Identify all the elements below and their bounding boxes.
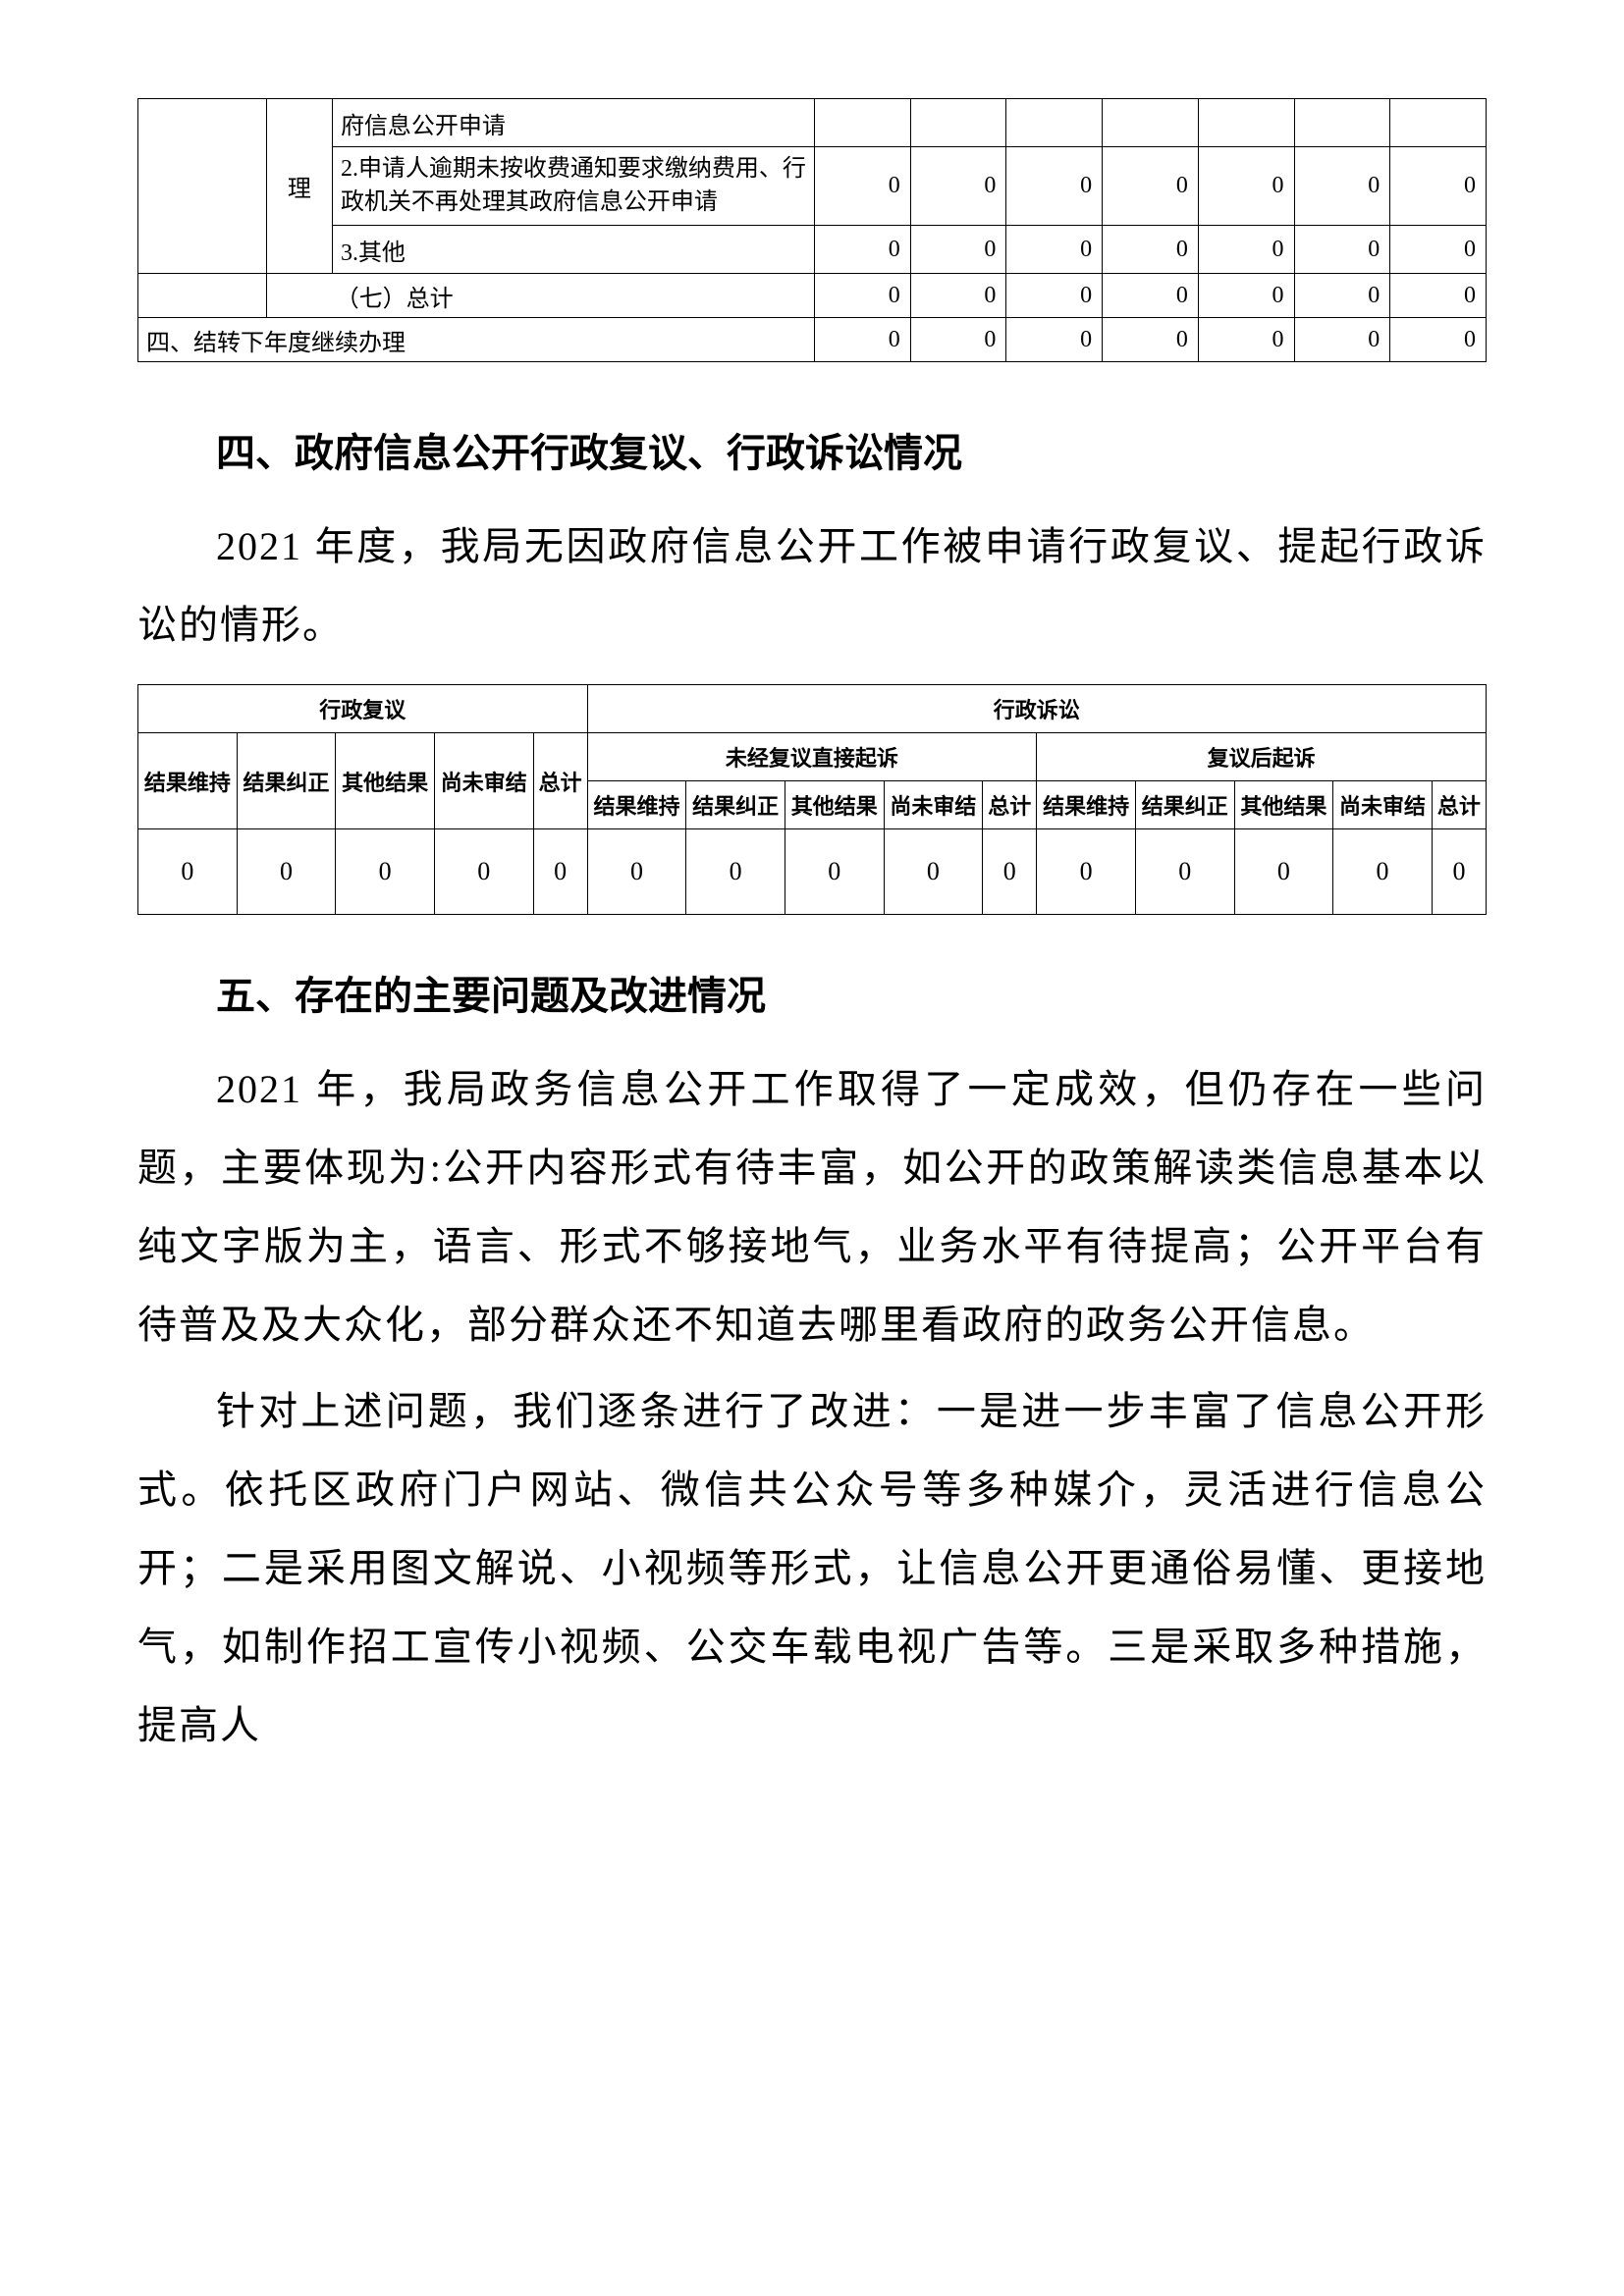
th-col: 总计 [533,733,587,829]
cell-value [815,99,911,147]
cell-value: 0 [138,829,238,915]
th-col: 其他结果 [785,781,884,829]
th-col: 结果纠正 [237,733,336,829]
section-5-heading: 五、存在的主要问题及改进情况 [137,964,1487,1021]
section-4-heading: 四、政府信息公开行政复议、行政诉讼情况 [137,421,1487,478]
cell-value [1294,99,1390,147]
cell-value: 0 [336,829,435,915]
cell-label: 2.申请人逾期未按收费通知要求缴纳费用、行政机关不再处理其政府信息公开申请 [332,147,814,226]
table-row: 行政复议 行政诉讼 [138,685,1487,733]
cell-label: 四、结转下年度继续办理 [138,318,815,362]
cell-blank [138,99,267,274]
table-info-disclosure: 理 府信息公开申请 2.申请人逾期未按收费通知要求缴纳费用、行政机关不再处理其政… [137,98,1487,362]
cell-value: 0 [1294,147,1390,226]
table-row: 理 府信息公开申请 [138,99,1487,147]
cell-label: （七）总计 [266,274,814,318]
cell-value: 0 [1198,318,1294,362]
cell-value [1103,99,1199,147]
cell-value [1198,99,1294,147]
th-col: 其他结果 [336,733,435,829]
cell-value: 0 [815,274,911,318]
th-col: 总计 [983,781,1037,829]
th-weijing: 未经复议直接起诉 [587,733,1037,781]
cell-value: 0 [1234,829,1333,915]
th-col: 结果纠正 [1135,781,1234,829]
cell-value: 0 [1103,226,1199,274]
table-row: 结果维持 结果纠正 其他结果 尚未审结 总计 未经复议直接起诉 复议后起诉 [138,733,1487,781]
table-row: （七）总计 0 0 0 0 0 0 0 [138,274,1487,318]
cell-value: 0 [1006,318,1103,362]
th-fuyi: 行政复议 [138,685,588,733]
cell-label: 府信息公开申请 [332,99,814,147]
cell-label: 3.其他 [332,226,814,274]
table-row: 3.其他 0 0 0 0 0 0 0 [138,226,1487,274]
cell-value: 0 [587,829,686,915]
cell-value: 0 [1390,318,1487,362]
cell-value: 0 [1432,829,1486,915]
cell-value: 0 [1103,147,1199,226]
section-5-paragraph-2: 针对上述问题，我们逐条进行了改进：一是进一步丰富了信息公开形式。依托区政府门户网… [137,1372,1487,1765]
cell-value: 0 [1294,274,1390,318]
th-col: 结果维持 [1037,781,1136,829]
cell-value: 0 [983,829,1037,915]
th-col: 结果维持 [587,781,686,829]
cell-value: 0 [1006,226,1103,274]
th-col: 结果纠正 [686,781,785,829]
cell-value: 0 [434,829,533,915]
cell-value: 0 [884,829,983,915]
cell-value: 0 [1103,318,1199,362]
cell-value: 0 [237,829,336,915]
th-col: 尚未审结 [884,781,983,829]
th-susong: 行政诉讼 [587,685,1486,733]
cell-value: 0 [1006,274,1103,318]
th-col: 总计 [1432,781,1486,829]
section-5-paragraph-1: 2021 年，我局政务信息公开工作取得了一定成效，但仍存在一些问题，主要体现为:… [137,1050,1487,1364]
cell-value [1390,99,1487,147]
cell-value: 0 [1135,829,1234,915]
cell-value [1006,99,1103,147]
th-col: 尚未审结 [1333,781,1433,829]
document-page: 理 府信息公开申请 2.申请人逾期未按收费通知要求缴纳费用、行政机关不再处理其政… [0,0,1624,2296]
cell-value: 0 [1037,829,1136,915]
cell-value: 0 [910,318,1006,362]
table-litigation: 行政复议 行政诉讼 结果维持 结果纠正 其他结果 尚未审结 总计 未经复议直接起… [137,684,1487,915]
cell-value: 0 [1333,829,1433,915]
cell-value: 0 [1198,274,1294,318]
cell-value: 0 [686,829,785,915]
cell-value: 0 [1390,274,1487,318]
table-row: 0 0 0 0 0 0 0 0 0 0 0 0 0 0 0 [138,829,1487,915]
cell-li: 理 [266,99,332,274]
cell-value: 0 [1294,226,1390,274]
table-row: 2.申请人逾期未按收费通知要求缴纳费用、行政机关不再处理其政府信息公开申请 0 … [138,147,1487,226]
cell-value [910,99,1006,147]
th-fuyihou: 复议后起诉 [1037,733,1487,781]
th-col: 其他结果 [1234,781,1333,829]
cell-value: 0 [533,829,587,915]
cell-value: 0 [1390,147,1487,226]
cell-value: 0 [815,147,911,226]
cell-value: 0 [1006,147,1103,226]
cell-value: 0 [815,226,911,274]
cell-value: 0 [910,147,1006,226]
section-4-paragraph: 2021 年度，我局无因政府信息公开工作被申请行政复议、提起行政诉讼的情形。 [137,507,1487,665]
cell-value: 0 [910,226,1006,274]
cell-value: 0 [1198,147,1294,226]
cell-value: 0 [815,318,911,362]
table-row: 四、结转下年度继续办理 0 0 0 0 0 0 0 [138,318,1487,362]
cell-blank [138,274,267,318]
th-col: 结果维持 [138,733,238,829]
cell-value: 0 [1390,226,1487,274]
cell-value: 0 [1103,274,1199,318]
cell-value: 0 [1198,226,1294,274]
cell-value: 0 [1294,318,1390,362]
cell-value: 0 [785,829,884,915]
cell-value: 0 [910,274,1006,318]
th-col: 尚未审结 [434,733,533,829]
